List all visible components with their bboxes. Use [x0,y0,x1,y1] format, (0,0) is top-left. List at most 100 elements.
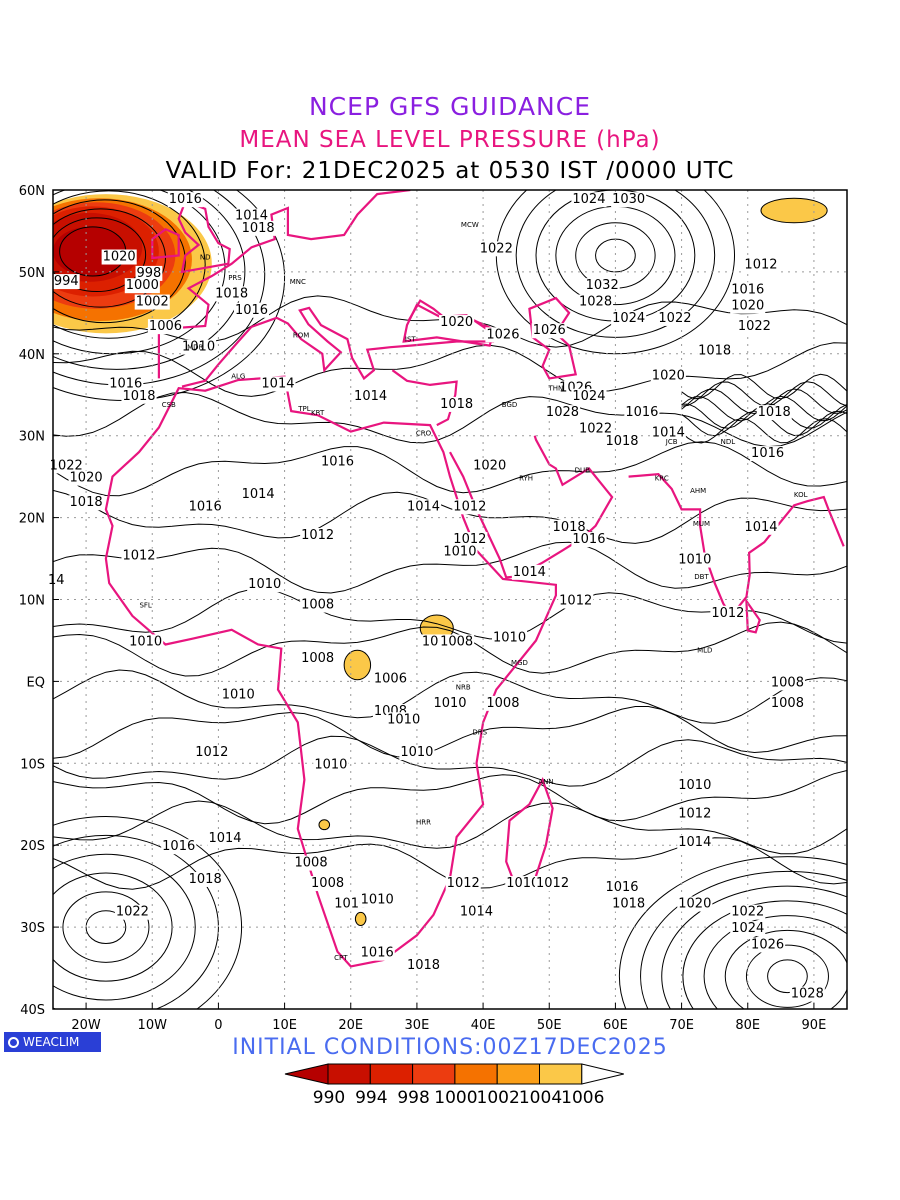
isobar-label-bg [458,904,495,920]
isobar-label-bg [135,265,163,281]
isobar-label: 1012 [122,548,155,563]
isobar-label: 1018 [242,221,275,236]
isobar-label: 1016 [572,532,605,547]
isobar-label-bg [247,577,283,593]
isobar-label-bg [214,286,250,302]
isobar-label: 1024 [572,389,605,404]
isobar-label: 1012 [559,594,592,609]
colorbar-segment [454,1063,498,1085]
isobar-label-bg [194,745,230,761]
isobar-label-bg [677,835,713,851]
isobar-label: 1018 [612,897,645,912]
isobar-label-bg [260,376,296,392]
isobar-label-bg [710,605,746,621]
isobar-label-bg [611,310,647,326]
isobar-label: 1010 [314,757,347,772]
isobar-label: 1012 [678,806,711,821]
isobar-label-bg [677,896,713,912]
isobar-label: 1020 [473,458,506,473]
isobar-label-bg [452,499,488,515]
colorbar-right-arrow [581,1063,624,1085]
isobar-label: 1016 [625,405,658,420]
lon-tick-label: 60E [603,1018,628,1033]
isobar-label: 1010 [400,745,433,760]
isobar-label-bg [571,192,607,208]
shaded-zone-0 [343,649,372,681]
lon-tick-label: 30E [405,1018,430,1033]
valid-time: VALID For: 21DEC2025 at 0530 IST /0000 U… [165,158,735,184]
isobar-label: 1000 [126,278,159,293]
isobar-label: 1008 [771,696,804,711]
isobar-high-sio-0 [767,959,808,994]
isobar-label-bg [657,310,693,326]
station-label: ALG [231,372,245,380]
isobar-label: 1012 [711,606,744,621]
isobar-label-bg [578,421,614,437]
isobar-label: 1018 [605,434,638,449]
isobar-high-sio-2 [724,929,847,1009]
station-label: DUB [575,467,591,475]
colorbar-label: 998 [397,1088,430,1108]
isobar-himalaya-4 [681,403,847,429]
isobar-line-5 [53,669,847,724]
station-label: ANN [538,778,553,786]
isobar-label: 1026 [533,323,566,338]
isobar-label-bg [300,527,336,543]
isobar-himalaya-1 [681,381,847,407]
isobar-high-sio-4 [682,900,847,1009]
isobar-label-bg [372,671,408,687]
lat-tick-label: 10S [20,757,45,772]
isobar-line-12 [53,342,847,397]
isobar-high-sio-5 [661,885,847,1009]
lat-tick-label: 30S [20,921,45,936]
isobar-label-bg [624,405,660,421]
lon-tick-label: 50E [537,1018,562,1033]
lat-tick-label: 50N [19,266,45,281]
isobar-label: 1022 [738,319,771,334]
isobar-label-bg [611,896,647,912]
isobar-label-bg [207,831,243,847]
isobar-label-bg [300,597,336,613]
coast-srilanka [745,597,761,634]
isobar-label-bg [399,745,435,761]
isobar-label-bg [187,499,223,515]
isobar-high-sao-1 [62,891,150,963]
isobar-high-sio-6 [640,870,847,1009]
coast-europe [157,190,411,379]
station-label: MGD [511,659,528,667]
isobar-label: 14 [48,573,65,588]
isobar-label-bg [359,892,395,908]
isobar-label-bg [677,777,713,793]
isobar-label: 1010 [182,340,215,355]
isobar-label-bg [114,904,150,920]
isobar-label: 1018 [758,405,791,420]
isobar-label-bg [544,405,581,421]
station-label: KRT [311,409,325,417]
isobar-label: 1016 [235,303,268,318]
isobar-label: 1014 [678,835,711,850]
isobar-label-bg [604,880,640,896]
isobar-label-bg [505,876,541,892]
isobar-label-bg [650,368,686,384]
station-label: MCW [461,221,479,229]
lon-tick-label: 90E [802,1018,827,1033]
isobar-label: 10 [422,634,439,649]
lon-tick-label: 70E [669,1018,694,1033]
isobar-label: 1016 [751,446,784,461]
station-label: AHM [690,487,706,495]
isobar-label: 1010 [129,634,162,649]
lon-tick-label: 40E [471,1018,496,1033]
isobar-label: 1020 [103,250,136,265]
isobar-label-bg [756,405,792,421]
ring-icon [8,1036,19,1048]
station-label: MNC [290,278,306,286]
station-label: PRS [228,274,242,282]
isobar-label: 1028 [546,405,579,420]
isobar-label: 1020 [440,315,473,330]
colorbar-labels: 990 994 998 1000 1002 1004 1006 [296,1088,616,1110]
isobar-label: 1020 [731,299,764,314]
isobar-label: 1010 [493,630,526,645]
isobar-label-bg [730,298,766,314]
isobar-line-3 [53,735,847,787]
lon-tick-label: 80E [735,1018,760,1033]
